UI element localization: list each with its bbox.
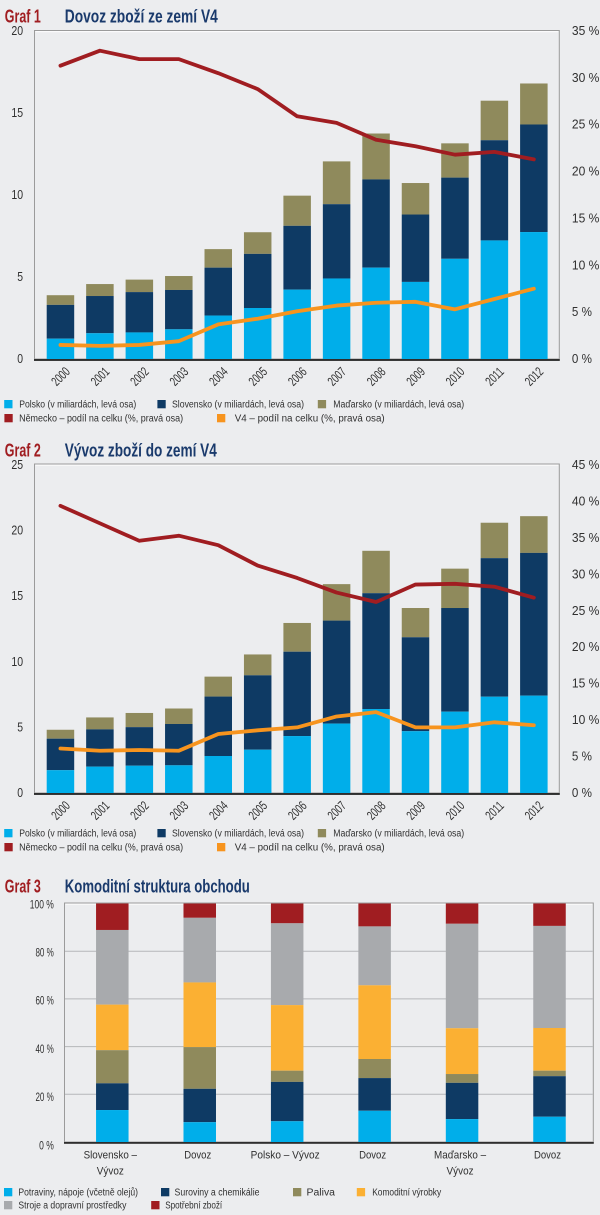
svg-text:Německo – podíl na celku (%, p: Německo – podíl na celku (%, pravá osa) [19,843,183,854]
svg-text:20 %: 20 % [35,1090,53,1104]
svg-text:Stroje a dopravní prostředky: Stroje a dopravní prostředky [18,1201,126,1212]
svg-text:Slovensko –: Slovensko – [84,1150,137,1162]
svg-text:25 %: 25 % [572,603,600,618]
svg-text:35 %: 35 % [572,530,600,545]
svg-text:Graf 1: Graf 1 [5,7,41,27]
svg-text:Suroviny a chemikálie: Suroviny a chemikálie [175,1188,260,1199]
svg-text:Vývoz zboží do zemí V4: Vývoz zboží do zemí V4 [65,441,217,461]
svg-text:Polsko (v miliardách, levá osa: Polsko (v miliardách, levá osa) [19,829,136,840]
svg-text:Maďarsko (v miliardách, levá o: Maďarsko (v miliardách, levá osa) [333,829,464,840]
svg-text:60 %: 60 % [35,994,53,1008]
svg-text:0 %: 0 % [572,785,592,800]
svg-text:0: 0 [17,351,23,366]
svg-text:30 %: 30 % [572,566,600,581]
svg-text:0: 0 [17,785,23,800]
svg-text:Polsko – Vývoz: Polsko – Vývoz [251,1150,320,1162]
svg-text:Komoditní struktura obchodu: Komoditní struktura obchodu [65,877,250,897]
svg-text:Potraviny, nápoje (včetně olej: Potraviny, nápoje (včetně olejů) [18,1187,138,1199]
svg-text:15 %: 15 % [572,676,600,691]
svg-text:10 %: 10 % [572,257,600,272]
svg-text:Dovoz zboží ze zemí V4: Dovoz zboží ze zemí V4 [65,7,218,27]
svg-text:5 %: 5 % [572,304,592,319]
svg-text:Dovoz: Dovoz [359,1150,386,1162]
svg-text:Slovensko (v miliardách, levá: Slovensko (v miliardách, levá osa) [172,400,304,411]
svg-text:15: 15 [11,105,23,120]
svg-text:25 %: 25 % [572,117,600,132]
svg-text:0 %: 0 % [39,1138,54,1152]
svg-text:40 %: 40 % [35,1042,53,1056]
svg-text:20: 20 [11,523,23,538]
svg-text:20 %: 20 % [572,639,600,654]
svg-text:10: 10 [11,187,23,202]
svg-text:V4 – podíl na celku (%, pravá: V4 – podíl na celku (%, pravá osa) [235,843,385,854]
svg-text:80 %: 80 % [35,946,53,960]
svg-text:Německo – podíl na celku (%, p: Německo – podíl na celku (%, pravá osa) [19,414,183,425]
svg-text:Komoditní výrobky: Komoditní výrobky [372,1188,441,1199]
svg-text:15 %: 15 % [572,210,600,225]
svg-text:15: 15 [11,588,23,603]
svg-text:Paliva: Paliva [307,1188,336,1199]
svg-text:Spotřební zboží: Spotřební zboží [165,1201,222,1212]
svg-text:100 %: 100 % [30,897,54,911]
svg-text:5: 5 [17,719,23,734]
svg-text:45 %: 45 % [572,457,600,472]
svg-text:30 %: 30 % [572,70,600,85]
svg-text:25: 25 [11,457,23,472]
svg-text:Polsko (v miliardách, levá osa: Polsko (v miliardách, levá osa) [19,400,136,411]
svg-text:35 %: 35 % [572,23,600,38]
svg-text:Maďarsko –: Maďarsko – [434,1150,486,1162]
svg-text:20 %: 20 % [572,164,600,179]
svg-text:Dovoz: Dovoz [534,1150,561,1162]
svg-text:V4 – podíl na celku (%, pravá: V4 – podíl na celku (%, pravá osa) [235,414,385,425]
svg-text:10: 10 [11,654,23,669]
svg-text:Vývoz: Vývoz [97,1165,124,1177]
svg-text:Graf 3: Graf 3 [5,877,41,897]
svg-text:Dovoz: Dovoz [184,1150,211,1162]
svg-text:10 %: 10 % [572,712,600,727]
svg-text:20: 20 [11,23,23,38]
svg-text:Vývoz: Vývoz [447,1165,474,1177]
svg-text:Graf 2: Graf 2 [5,441,41,461]
svg-text:40 %: 40 % [572,493,600,508]
svg-text:0 %: 0 % [572,351,592,366]
svg-text:Slovensko (v miliardách, levá: Slovensko (v miliardách, levá osa) [172,829,304,840]
svg-text:Maďarsko (v miliardách, levá o: Maďarsko (v miliardách, levá osa) [333,400,464,411]
svg-text:5 %: 5 % [572,749,592,764]
svg-text:5: 5 [17,269,23,284]
